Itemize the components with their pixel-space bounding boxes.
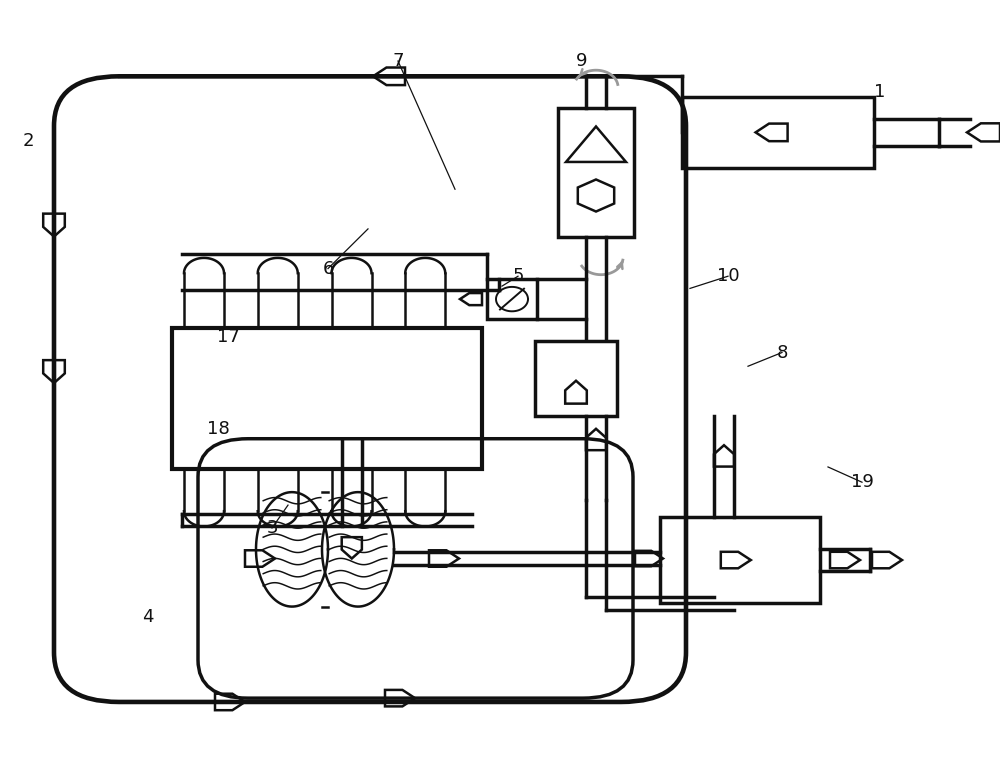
Text: 5: 5 xyxy=(512,267,524,285)
Text: 1: 1 xyxy=(874,82,886,101)
Text: 9: 9 xyxy=(576,52,588,70)
Text: 8: 8 xyxy=(776,343,788,362)
Bar xyxy=(682,97,874,168)
Bar xyxy=(558,108,634,237)
Text: 2: 2 xyxy=(22,132,34,150)
Bar xyxy=(487,279,537,319)
Bar xyxy=(535,341,617,416)
Text: 3: 3 xyxy=(266,519,278,537)
Text: 7: 7 xyxy=(392,52,404,70)
Text: 19: 19 xyxy=(851,473,873,491)
Text: 4: 4 xyxy=(142,607,154,626)
Bar xyxy=(660,517,820,603)
Text: 10: 10 xyxy=(717,267,739,285)
Bar xyxy=(172,328,482,469)
Text: 18: 18 xyxy=(207,420,229,438)
Text: 17: 17 xyxy=(217,328,239,346)
Text: 6: 6 xyxy=(322,259,334,278)
